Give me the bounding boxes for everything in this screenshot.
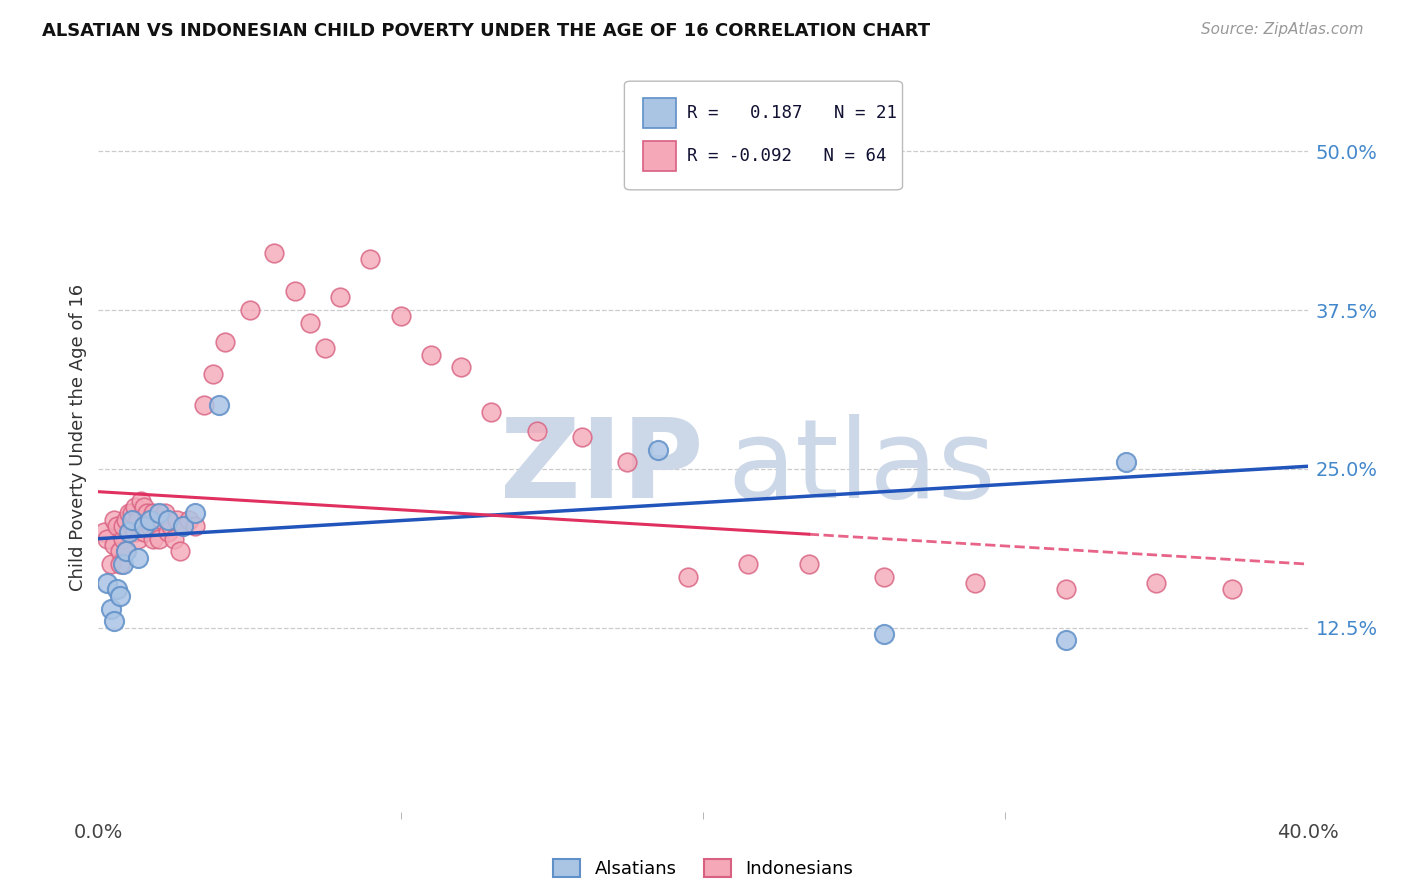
Text: Source: ZipAtlas.com: Source: ZipAtlas.com — [1201, 22, 1364, 37]
Indonesians — [139, 519, 162, 533]
Bar — [643, 98, 676, 128]
Indonesians — [103, 513, 125, 527]
Text: R = -0.092   N = 64: R = -0.092 N = 64 — [688, 147, 887, 165]
Indonesians — [111, 519, 134, 533]
Alsatians — [100, 601, 122, 615]
Indonesians — [481, 405, 503, 419]
Indonesians — [105, 519, 128, 533]
Indonesians — [156, 525, 179, 540]
Text: ALSATIAN VS INDONESIAN CHILD POVERTY UNDER THE AGE OF 16 CORRELATION CHART: ALSATIAN VS INDONESIAN CHILD POVERTY UND… — [42, 22, 931, 40]
Bar — [643, 141, 676, 171]
Legend: Alsatians, Indonesians: Alsatians, Indonesians — [546, 851, 860, 885]
Indonesians — [153, 506, 176, 520]
Alsatians — [172, 519, 194, 533]
Alsatians — [1054, 633, 1077, 648]
Indonesians — [284, 284, 307, 298]
Indonesians — [160, 519, 183, 533]
Indonesians — [239, 303, 262, 318]
Indonesians — [797, 557, 820, 571]
Indonesians — [526, 424, 548, 438]
Alsatians — [1115, 455, 1137, 469]
Text: atlas: atlas — [727, 414, 995, 521]
Indonesians — [111, 532, 134, 546]
Indonesians — [616, 455, 638, 469]
Alsatians — [103, 614, 125, 628]
Text: R =   0.187   N = 21: R = 0.187 N = 21 — [688, 104, 897, 122]
Indonesians — [100, 557, 122, 571]
Alsatians — [873, 627, 896, 641]
Indonesians — [214, 334, 236, 349]
Indonesians — [314, 341, 336, 355]
FancyBboxPatch shape — [624, 81, 903, 190]
Indonesians — [202, 367, 225, 381]
Indonesians — [193, 398, 215, 412]
Alsatians — [132, 519, 155, 533]
Indonesians — [124, 500, 146, 514]
Indonesians — [329, 290, 352, 304]
Indonesians — [145, 519, 167, 533]
Indonesians — [142, 506, 165, 520]
Indonesians — [127, 532, 149, 546]
Indonesians — [150, 513, 173, 527]
Alsatians — [96, 576, 118, 591]
Indonesians — [132, 525, 155, 540]
Indonesians — [163, 532, 186, 546]
Indonesians — [389, 310, 412, 324]
Indonesians — [129, 493, 152, 508]
Indonesians — [142, 532, 165, 546]
Alsatians — [118, 525, 141, 540]
Alsatians — [156, 513, 179, 527]
Indonesians — [148, 532, 170, 546]
Text: ZIP: ZIP — [499, 414, 703, 521]
Indonesians — [1144, 576, 1167, 591]
Indonesians — [114, 544, 136, 558]
Alsatians — [111, 557, 134, 571]
Y-axis label: Child Poverty Under the Age of 16: Child Poverty Under the Age of 16 — [69, 284, 87, 591]
Indonesians — [93, 525, 115, 540]
Alsatians — [108, 589, 131, 603]
Indonesians — [184, 519, 207, 533]
Indonesians — [450, 360, 472, 375]
Indonesians — [127, 513, 149, 527]
Alsatians — [148, 506, 170, 520]
Alsatians — [127, 550, 149, 565]
Indonesians — [420, 347, 443, 361]
Indonesians — [108, 544, 131, 558]
Alsatians — [184, 506, 207, 520]
Alsatians — [208, 398, 231, 412]
Indonesians — [873, 570, 896, 584]
Indonesians — [118, 506, 141, 520]
Indonesians — [169, 544, 191, 558]
Indonesians — [737, 557, 759, 571]
Indonesians — [965, 576, 987, 591]
Indonesians — [1220, 582, 1243, 597]
Indonesians — [108, 557, 131, 571]
Indonesians — [135, 506, 157, 520]
Indonesians — [124, 525, 146, 540]
Alsatians — [114, 544, 136, 558]
Indonesians — [263, 246, 285, 260]
Indonesians — [132, 500, 155, 514]
Indonesians — [96, 532, 118, 546]
Alsatians — [105, 582, 128, 597]
Indonesians — [121, 519, 143, 533]
Alsatians — [121, 513, 143, 527]
Indonesians — [571, 430, 593, 444]
Indonesians — [676, 570, 699, 584]
Indonesians — [360, 252, 382, 267]
Indonesians — [172, 519, 194, 533]
Alsatians — [139, 513, 162, 527]
Indonesians — [121, 506, 143, 520]
Alsatians — [647, 442, 669, 457]
Indonesians — [1054, 582, 1077, 597]
Indonesians — [166, 513, 188, 527]
Indonesians — [114, 513, 136, 527]
Indonesians — [179, 513, 201, 527]
Indonesians — [118, 525, 141, 540]
Indonesians — [103, 538, 125, 552]
Indonesians — [299, 316, 322, 330]
